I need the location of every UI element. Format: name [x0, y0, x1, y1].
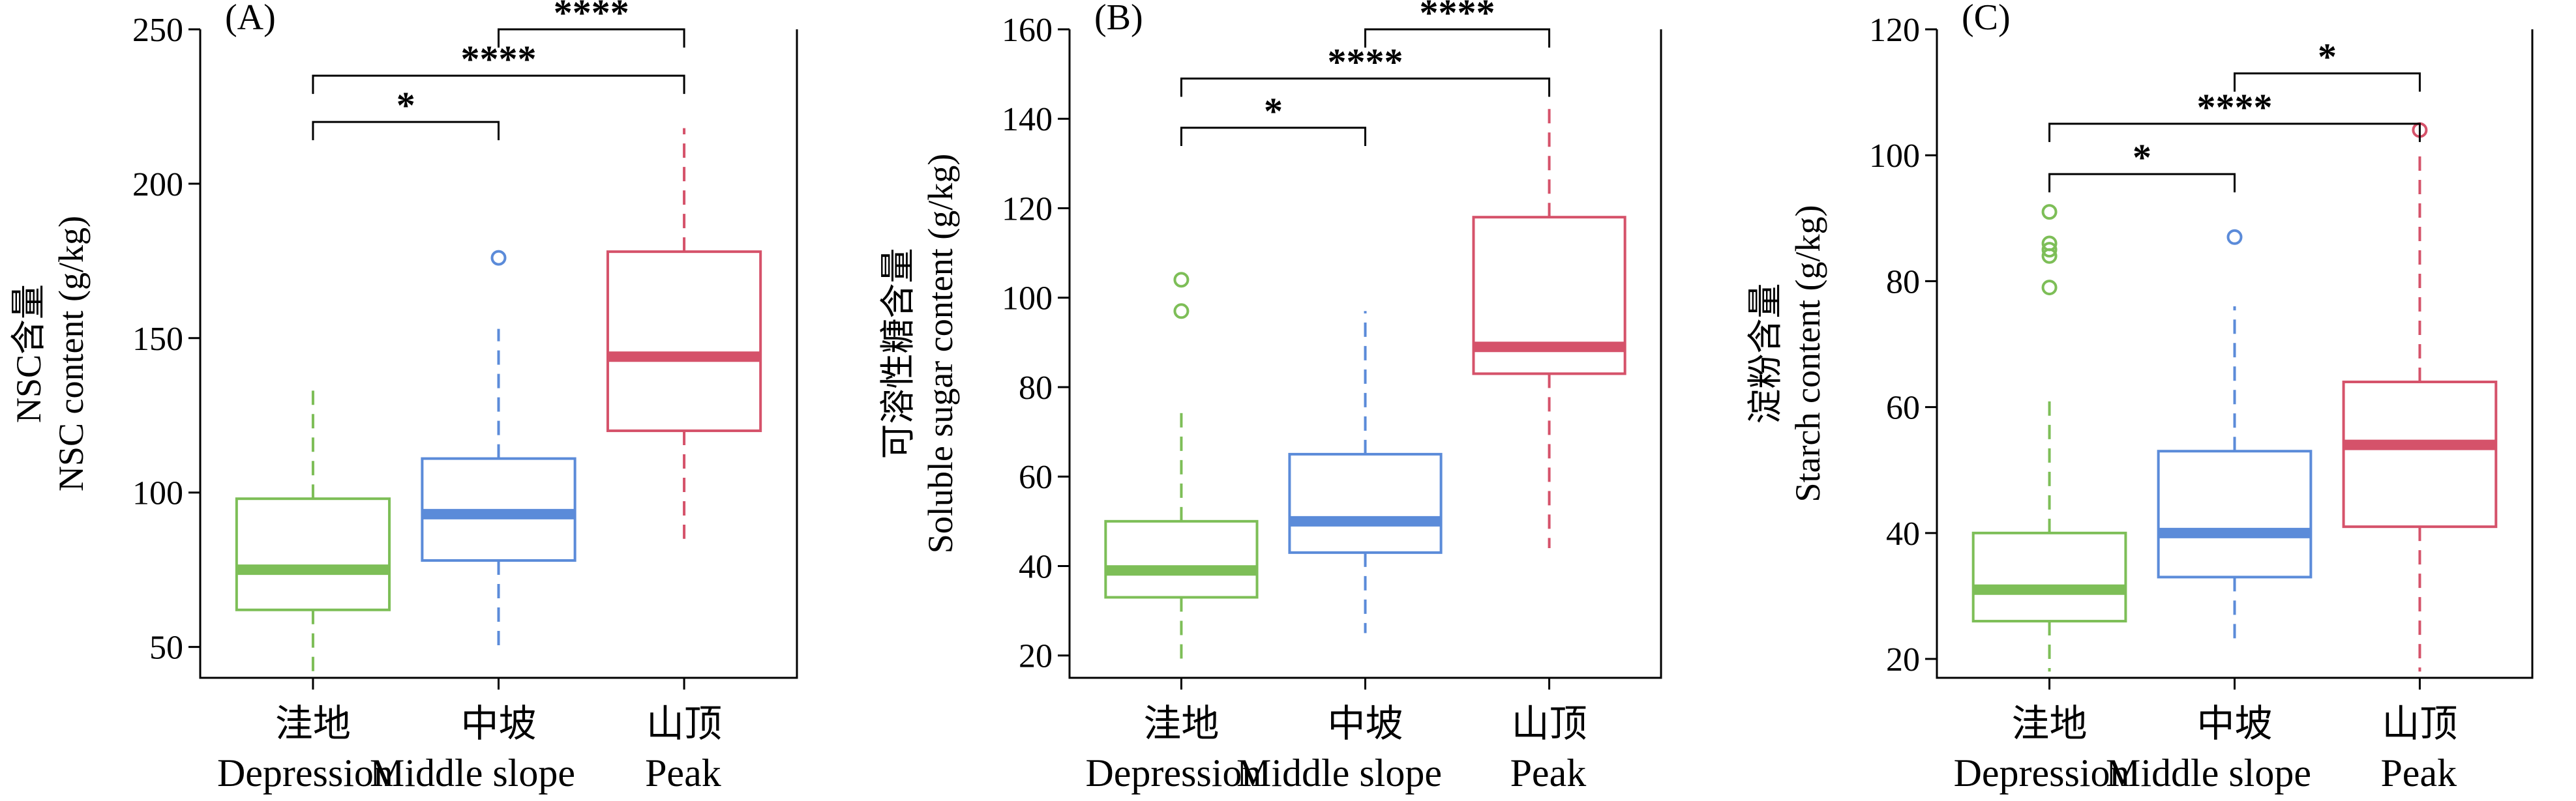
box-depression: [235, 390, 391, 672]
significance-bracket: [1180, 77, 1551, 97]
y-tick-label: 120: [1869, 12, 1920, 49]
box-peak: [2342, 122, 2498, 672]
outlier-point: [2041, 204, 2058, 220]
significance-label: ****: [1328, 40, 1403, 83]
significance-bracket: [2048, 173, 2236, 193]
y-tick-label: 80: [1886, 263, 1920, 300]
outlier-point: [2041, 235, 2058, 252]
significance-bracket: [312, 74, 685, 95]
y-tick-label: 40: [1019, 548, 1053, 585]
y-tick-label: 60: [1019, 459, 1053, 496]
x-category-en: Peak: [1510, 751, 1587, 794]
y-axis-label-cn: 淀粉含量: [1746, 284, 1785, 424]
significance-bracket: [1180, 126, 1366, 146]
y-tick-label: 150: [132, 321, 183, 358]
x-category-en: Depression: [217, 751, 393, 794]
box-middle-slope: [1288, 311, 1443, 634]
y-axis-label-en: Starch content (g/kg): [1788, 205, 1827, 502]
significance-label: *: [2133, 136, 2151, 179]
iqr-box: [606, 250, 762, 432]
significance-label: ****: [1420, 0, 1495, 34]
x-category-cn: 中坡: [1327, 703, 1403, 745]
x-category-en: Middle slope: [370, 751, 575, 794]
y-axis-label-cn: NSC含量: [9, 284, 48, 423]
box-depression: [1104, 272, 1259, 665]
significance-label: *: [397, 84, 415, 126]
x-category-en: Peak: [645, 751, 721, 794]
outlier-point: [1173, 272, 1190, 288]
x-category-cn: 中坡: [460, 703, 536, 745]
iqr-box: [1104, 519, 1259, 599]
y-tick-label: 250: [132, 12, 183, 49]
x-category-en: Peak: [2380, 751, 2457, 794]
y-axis-label-cn: 可溶性糖含量: [878, 248, 918, 459]
y-tick-label: 200: [132, 166, 183, 203]
outlier-point: [490, 250, 507, 266]
x-category-cn: 洼地: [1143, 703, 1219, 745]
significance-bracket: [312, 121, 500, 141]
x-category-en: Depression: [1954, 751, 2130, 794]
box-peak: [606, 128, 762, 539]
significance-label: ****: [554, 0, 629, 34]
x-category-cn: 山顶: [646, 703, 722, 745]
outlier-point: [2226, 229, 2243, 245]
x-category-en: Depression: [1085, 751, 1261, 794]
x-category-cn: 山顶: [1512, 703, 1587, 745]
significance-label: *: [2318, 36, 2337, 78]
y-tick-label: 40: [1886, 516, 1920, 553]
y-tick-label: 60: [1886, 390, 1920, 427]
panel-label: (A): [225, 0, 276, 38]
y-tick-label: 20: [1019, 638, 1053, 675]
iqr-box: [1288, 452, 1443, 554]
y-tick-label: 100: [1002, 280, 1053, 317]
significance-label: *: [1264, 90, 1283, 132]
x-category-cn: 洼地: [275, 703, 351, 745]
panel-b: 20 40 60 80 100 120 140 160 洼地 中坡 山顶 DepressionMidd…: [878, 0, 1662, 794]
iqr-box: [235, 497, 391, 611]
x-category-cn: 洼地: [2012, 703, 2088, 745]
iqr-box: [2342, 380, 2498, 529]
x-category-cn: 山顶: [2382, 703, 2457, 745]
box-peak: [1472, 105, 1626, 548]
y-tick-label: 80: [1019, 370, 1053, 407]
y-tick-label: 50: [149, 630, 183, 667]
outlier-point: [2041, 280, 2058, 296]
y-axis-label-en: Soluble sugar content (g/kg): [921, 154, 960, 553]
x-category-en: Middle slope: [2106, 751, 2311, 794]
panel-label: (B): [1094, 0, 1143, 38]
y-tick-label: 20: [1886, 641, 1920, 678]
outlier-point: [1173, 303, 1190, 319]
significance-bracket: [498, 28, 685, 48]
significance-bracket: [2048, 123, 2421, 142]
box-middle-slope: [2157, 229, 2313, 647]
panel-label: (C): [1962, 0, 2011, 38]
y-axis-label-en: NSC content (g/kg): [52, 216, 91, 491]
box-middle-slope: [421, 250, 577, 654]
y-tick-label: 140: [1002, 101, 1053, 138]
significance-bracket: [1364, 28, 1551, 48]
iqr-box: [2157, 450, 2313, 579]
significance-label: ****: [2197, 86, 2273, 128]
outlier-point: [2041, 242, 2058, 258]
y-tick-label: 100: [1869, 138, 1920, 175]
y-tick-label: 120: [1002, 190, 1053, 227]
y-tick-label: 100: [132, 475, 183, 512]
significance-bracket: [2234, 72, 2421, 92]
y-tick-label: 160: [1002, 12, 1053, 49]
x-category-cn: 中坡: [2196, 703, 2272, 745]
box-depression: [1971, 204, 2127, 672]
iqr-box: [1971, 531, 2127, 623]
x-category-en: Middle slope: [1236, 751, 1442, 794]
